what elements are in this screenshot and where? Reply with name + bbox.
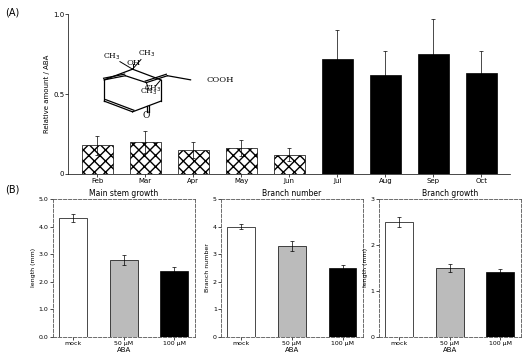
- Bar: [436, 268, 463, 337]
- Text: (A): (A): [5, 7, 19, 17]
- X-axis label: ABA: ABA: [442, 347, 457, 353]
- Bar: [129, 142, 161, 174]
- Bar: [278, 246, 306, 337]
- Bar: [466, 73, 497, 174]
- Text: OH: OH: [126, 59, 141, 67]
- Y-axis label: length (mm): length (mm): [363, 248, 368, 287]
- Y-axis label: length (mm): length (mm): [31, 248, 36, 287]
- X-axis label: ABA: ABA: [116, 347, 131, 353]
- Y-axis label: Branch number: Branch number: [205, 243, 210, 292]
- Text: CH$_3$: CH$_3$: [144, 84, 161, 94]
- Text: CH$_3$: CH$_3$: [138, 49, 156, 59]
- Text: O: O: [143, 111, 150, 120]
- Bar: [227, 227, 255, 337]
- Bar: [110, 260, 137, 337]
- Bar: [160, 271, 188, 337]
- Title: Branch growth: Branch growth: [422, 189, 478, 198]
- Bar: [329, 268, 357, 337]
- Bar: [370, 75, 401, 174]
- Bar: [178, 150, 209, 174]
- Text: (B): (B): [5, 185, 19, 195]
- Bar: [226, 148, 257, 174]
- Bar: [322, 59, 353, 174]
- Bar: [385, 222, 413, 337]
- Bar: [59, 218, 87, 337]
- Text: COOH: COOH: [206, 76, 234, 84]
- Text: CH$_3$: CH$_3$: [140, 87, 157, 97]
- X-axis label: ABA: ABA: [285, 347, 299, 353]
- Title: Branch number: Branch number: [262, 189, 321, 198]
- Y-axis label: Relative amount / ABA: Relative amount / ABA: [44, 55, 50, 133]
- Bar: [82, 145, 113, 174]
- Title: Main stem growth: Main stem growth: [89, 189, 158, 198]
- Bar: [487, 273, 514, 337]
- Bar: [418, 54, 449, 174]
- Text: CH$_3$: CH$_3$: [103, 51, 120, 62]
- Bar: [274, 155, 305, 174]
